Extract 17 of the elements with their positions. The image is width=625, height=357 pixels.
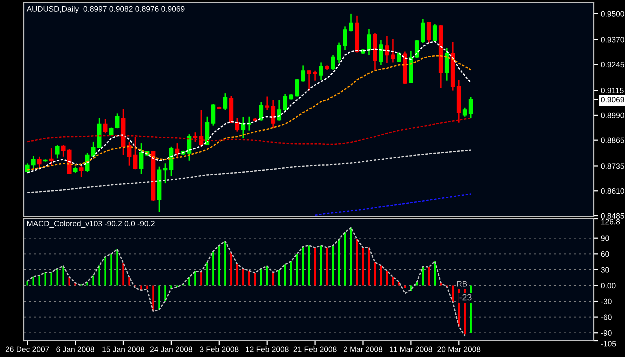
line-series [26, 150, 472, 194]
candlestick [49, 148, 54, 166]
line-series [314, 194, 472, 216]
candlestick [432, 23, 438, 42]
annotation: -23 [460, 294, 472, 301]
candlestick [79, 164, 84, 178]
candlestick [367, 28, 372, 56]
candlestick [379, 39, 384, 66]
candlestick [133, 136, 138, 170]
candlestick [426, 21, 432, 44]
candlestick [55, 144, 60, 160]
candlestick [319, 62, 324, 81]
candlestick [175, 142, 180, 160]
candlestick [223, 92, 228, 111]
candlestick [259, 102, 264, 122]
candlestick [444, 48, 450, 82]
candlestick [37, 156, 42, 170]
